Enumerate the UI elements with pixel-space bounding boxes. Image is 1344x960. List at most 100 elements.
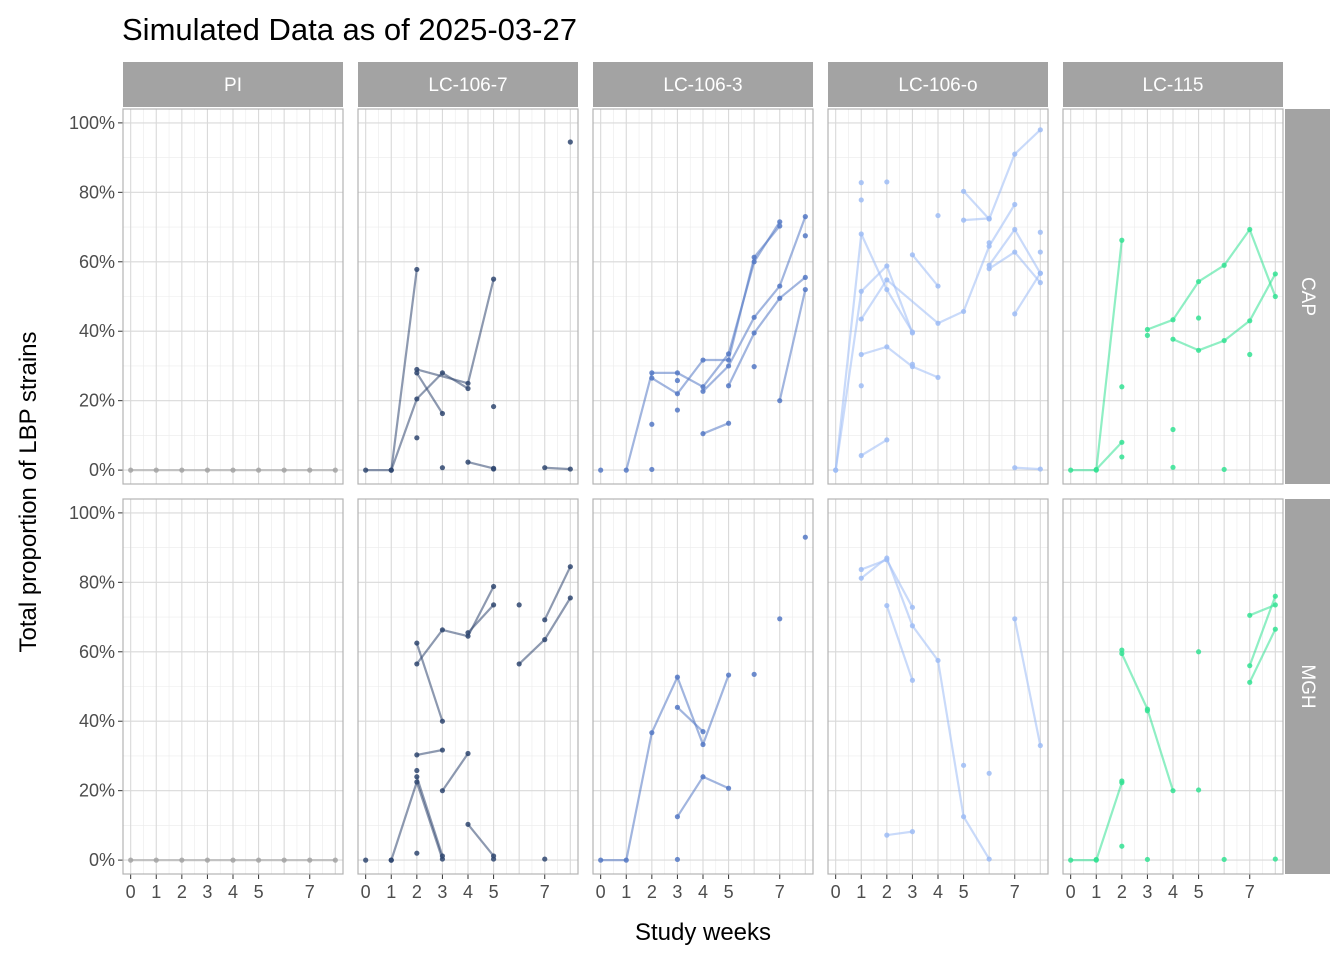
data-point	[986, 262, 992, 268]
data-point	[255, 857, 262, 863]
data-point	[1119, 384, 1125, 390]
x-tick-label: 7	[775, 882, 785, 902]
series-line	[600, 674, 730, 862]
data-point	[1012, 226, 1018, 233]
data-point	[909, 252, 916, 258]
x-tick-label: 4	[1168, 882, 1178, 902]
data-point	[751, 364, 757, 370]
data-point	[751, 330, 757, 336]
data-point	[1012, 201, 1018, 208]
panel-border	[592, 108, 814, 485]
data-point	[1170, 788, 1176, 794]
data-point	[1037, 742, 1043, 749]
data-point	[490, 403, 497, 410]
data-point	[858, 288, 864, 294]
data-point	[649, 466, 655, 473]
series-line	[702, 422, 730, 435]
data-point	[230, 857, 236, 863]
x-tick-label: 1	[386, 882, 396, 902]
data-point	[1119, 647, 1125, 653]
series-line	[1249, 603, 1276, 617]
y-tick-label: 60%	[79, 642, 115, 662]
data-point	[1012, 616, 1018, 622]
y-tick-label: 0%	[89, 460, 115, 480]
data-point	[307, 857, 313, 863]
data-point	[725, 785, 732, 791]
facet-panel	[1062, 108, 1284, 485]
row-strip	[1285, 499, 1330, 874]
data-point	[1247, 612, 1253, 618]
x-tick-label: 2	[882, 882, 892, 902]
y-tick-label: 60%	[79, 252, 115, 272]
column-strip-label: LC-106-o	[898, 75, 977, 96]
data-point	[1012, 151, 1018, 157]
data-point	[307, 467, 313, 473]
data-point	[700, 741, 706, 748]
data-point	[700, 774, 706, 780]
x-tick-label: 0	[596, 882, 606, 902]
data-point	[439, 410, 446, 417]
data-point	[909, 829, 916, 835]
series-line	[1014, 466, 1041, 471]
x-tick-label: 4	[228, 882, 238, 902]
data-point	[1272, 602, 1278, 608]
x-tick-label: 1	[856, 882, 866, 902]
data-point	[465, 750, 471, 757]
data-point	[858, 316, 864, 322]
data-point	[884, 832, 890, 838]
data-point	[1247, 318, 1253, 324]
data-point	[858, 231, 864, 237]
column-strip	[828, 62, 1048, 107]
data-point	[1093, 466, 1099, 473]
facet-panel	[122, 108, 344, 485]
data-point	[1170, 317, 1176, 323]
column-strip-label: LC-115	[1143, 75, 1204, 96]
data-point	[960, 814, 967, 820]
series-line	[1013, 618, 1042, 746]
data-point	[542, 856, 548, 862]
data-point	[465, 459, 471, 465]
data-point	[1170, 336, 1176, 342]
x-tick-label: 3	[907, 882, 917, 902]
series-line	[651, 225, 781, 395]
panel-border	[357, 108, 579, 485]
data-point	[153, 857, 159, 863]
data-point	[179, 857, 185, 863]
data-point	[700, 357, 706, 363]
y-tick-label: 100%	[69, 113, 115, 133]
series-line	[544, 466, 571, 471]
data-point	[884, 286, 890, 293]
x-tick-label: 1	[151, 882, 161, 902]
y-tick-label: 20%	[79, 781, 115, 801]
data-point	[623, 857, 629, 863]
data-point	[909, 623, 916, 629]
data-point	[674, 370, 681, 376]
data-point	[332, 467, 338, 473]
data-point	[204, 857, 211, 863]
data-point	[542, 617, 548, 623]
data-point	[986, 856, 992, 862]
data-point	[986, 215, 992, 221]
y-tick-label: 20%	[79, 391, 115, 411]
data-point	[1144, 332, 1151, 338]
data-point	[751, 254, 757, 260]
data-point	[909, 361, 916, 367]
x-tick-label: 2	[412, 882, 422, 902]
series-line	[885, 605, 914, 681]
data-point	[777, 616, 783, 622]
series-line	[886, 830, 913, 837]
facet-panel	[827, 498, 1049, 875]
data-point	[858, 197, 864, 203]
series-line	[834, 232, 914, 471]
data-point	[960, 308, 967, 315]
data-point	[1247, 226, 1253, 233]
data-point	[414, 850, 420, 856]
data-point	[490, 276, 497, 282]
series-line	[467, 461, 494, 470]
x-tick-label: 2	[647, 882, 657, 902]
data-point	[1195, 649, 1202, 655]
data-point	[935, 320, 941, 326]
facet-panel	[122, 498, 344, 875]
column-strip-label: LC-106-3	[663, 75, 742, 96]
